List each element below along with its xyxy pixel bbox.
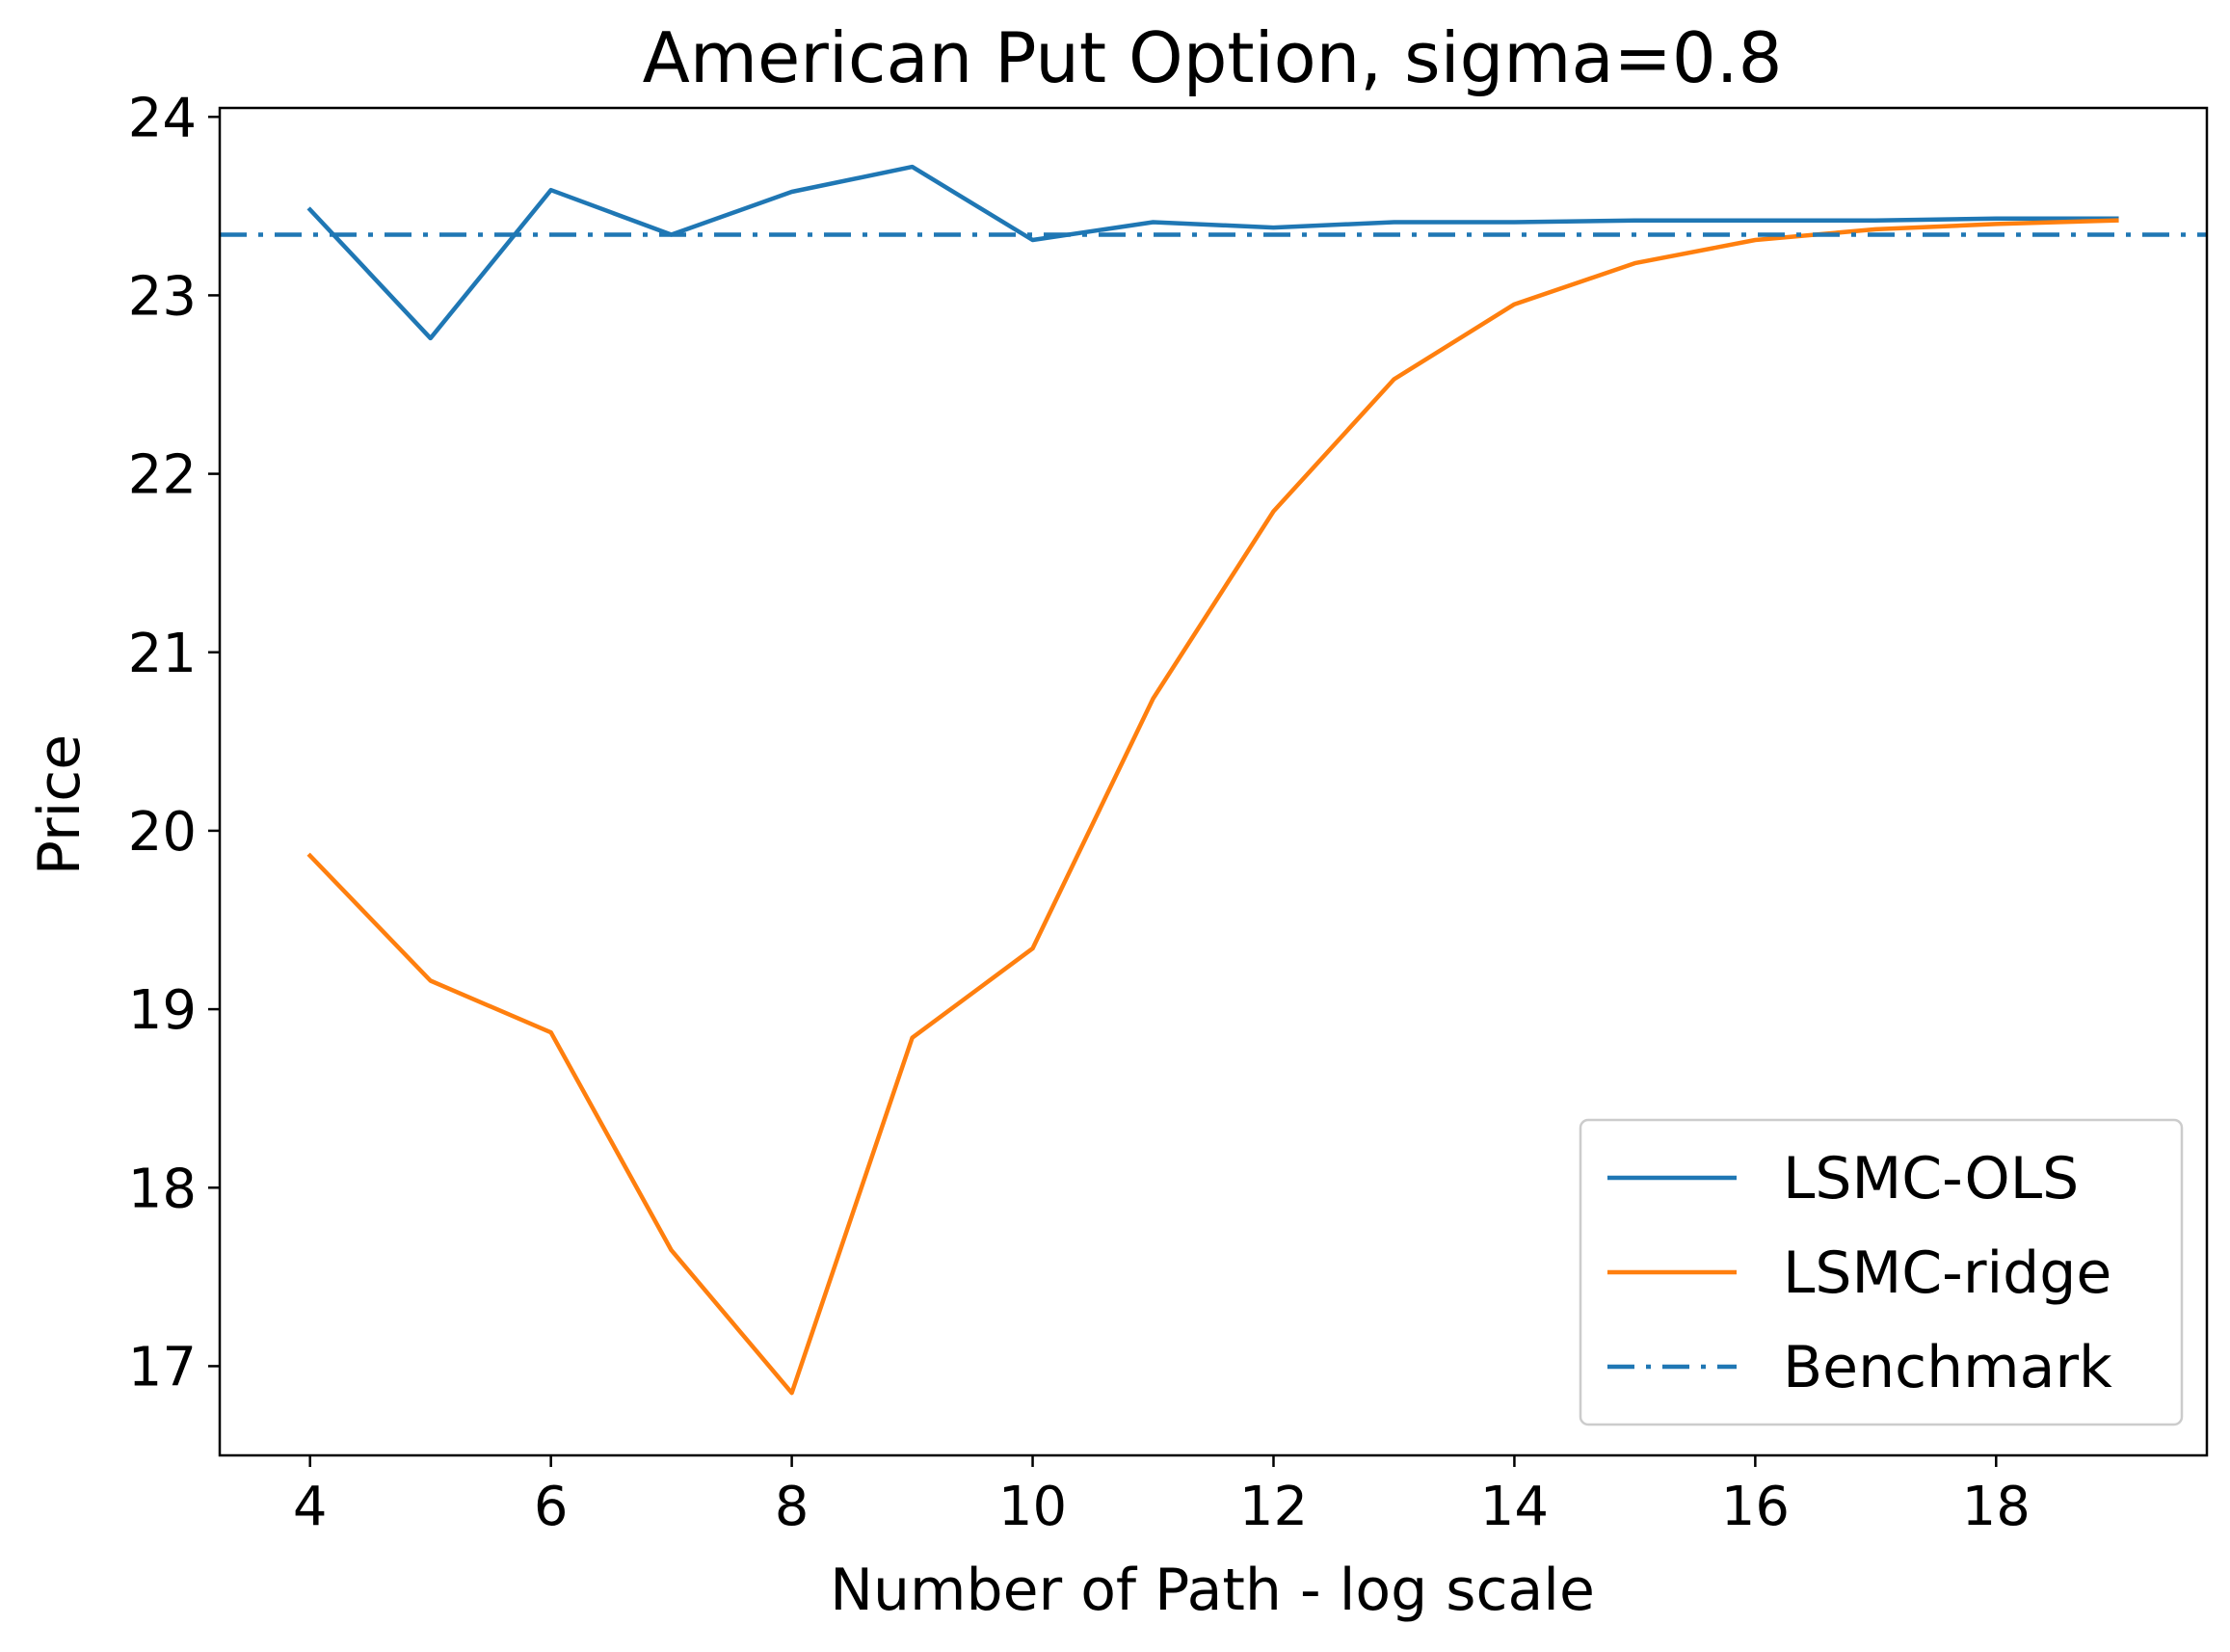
legend-frame — [1579, 1118, 2184, 1426]
series-line-lsmc-ols — [306, 164, 2119, 341]
plot-frame — [218, 106, 2209, 1457]
y-tick-label: 23 — [128, 265, 197, 328]
x-axis-label: Number of Path - log scale — [830, 1557, 1595, 1624]
x-tick-label: 10 — [998, 1476, 1067, 1538]
plot-area — [218, 106, 2209, 1457]
y-axis-ticks: 17 18 19 20 21 22 23 24 — [128, 87, 220, 1399]
y-tick-label: 24 — [128, 87, 197, 149]
y-tick-label: 17 — [128, 1336, 197, 1399]
x-tick-label: 4 — [293, 1476, 328, 1538]
x-tick-label: 18 — [1962, 1476, 2031, 1538]
legend-label-benchmark: Benchmark — [1783, 1334, 2112, 1401]
legend: LSMC-OLS LSMC-ridge Benchmark — [1579, 1118, 2184, 1426]
x-tick-label: 8 — [775, 1476, 810, 1538]
chart-title: American Put Option, sigma=0.8 — [643, 17, 1783, 98]
x-tick-label: 14 — [1480, 1476, 1549, 1538]
y-tick-label: 22 — [128, 444, 197, 507]
x-axis-ticks: 4 6 8 10 12 14 16 18 — [293, 1455, 2031, 1538]
y-tick-label: 19 — [128, 979, 197, 1042]
x-tick-label: 12 — [1239, 1476, 1308, 1538]
y-axis-label: Price — [26, 734, 93, 875]
y-tick-label: 20 — [128, 801, 197, 864]
x-tick-label: 6 — [534, 1476, 569, 1538]
y-tick-label: 18 — [128, 1158, 197, 1220]
legend-label-lsmc-ols: LSMC-OLS — [1783, 1145, 2079, 1212]
y-tick-label: 21 — [128, 623, 197, 685]
x-tick-label: 16 — [1721, 1476, 1790, 1538]
legend-label-lsmc-ridge: LSMC-ridge — [1783, 1239, 2111, 1307]
